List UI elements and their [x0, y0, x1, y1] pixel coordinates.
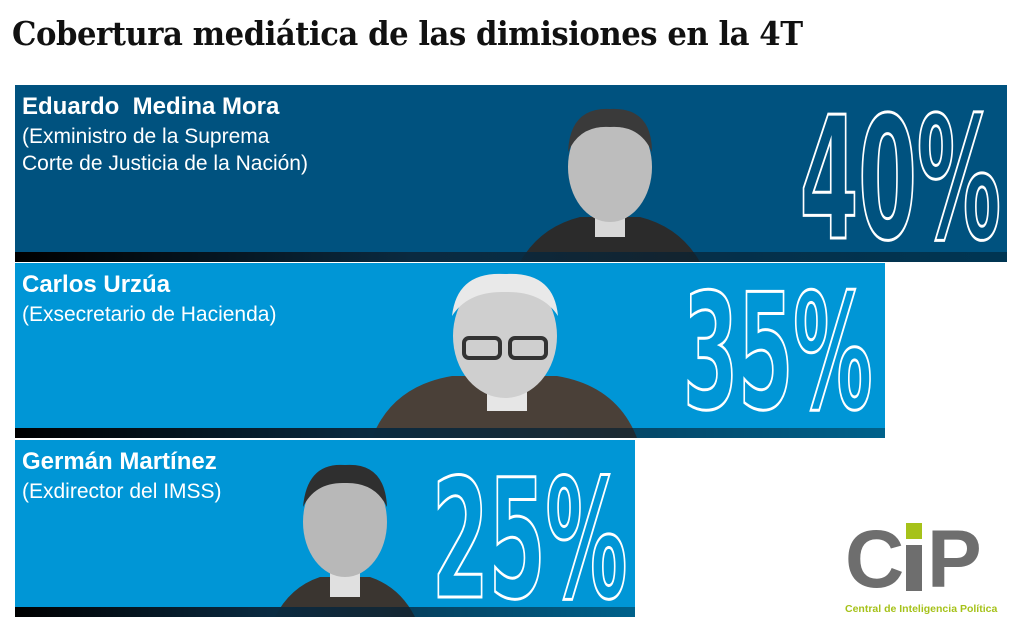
bar-urzua: Carlos Urzúa (Exsecretario de Hacienda) …	[15, 263, 885, 438]
person-name: Germán Martínez	[22, 448, 217, 475]
bar-shadow	[15, 428, 885, 438]
percentage-value: 35%	[683, 263, 874, 438]
person-role: (Exdirector del IMSS)	[22, 480, 222, 503]
logo-letter-p: P	[927, 514, 982, 605]
person-name: Carlos Urzúa	[22, 271, 171, 298]
person-photo-icon	[520, 108, 700, 262]
person-role: (Exsecretario de Hacienda)	[22, 303, 277, 326]
bar-martinez: Germán Martínez (Exdirector del IMSS) 25…	[15, 440, 635, 617]
percentage-value: 25%	[431, 444, 628, 617]
logo-i-dot	[906, 523, 922, 539]
cip-logo: C P Central de Inteligencia Política	[845, 515, 1010, 625]
logo-letter-c: C	[845, 514, 905, 605]
person-photo-icon	[372, 273, 637, 438]
logo-i-stem	[906, 545, 922, 591]
bar-shadow	[15, 607, 635, 617]
chart-title: Cobertura mediática de las dimisiones en…	[12, 14, 803, 53]
person-photo-icon	[275, 464, 415, 617]
person-name: Eduardo Medina Mora	[22, 93, 280, 120]
bar-shadow	[15, 252, 1007, 262]
percentage-value: 40%	[799, 85, 1002, 263]
person-role: (Exministro de la Suprema Corte de Justi…	[22, 125, 308, 175]
logo-tagline: Central de Inteligencia Política	[845, 603, 998, 615]
bar-medina-mora: Eduardo Medina Mora (Exministro de la Su…	[15, 85, 1007, 262]
